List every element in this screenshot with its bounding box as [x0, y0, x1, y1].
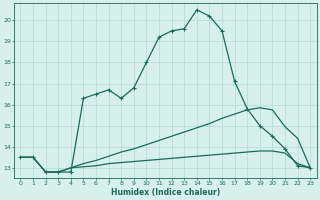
X-axis label: Humidex (Indice chaleur): Humidex (Indice chaleur)	[111, 188, 220, 197]
